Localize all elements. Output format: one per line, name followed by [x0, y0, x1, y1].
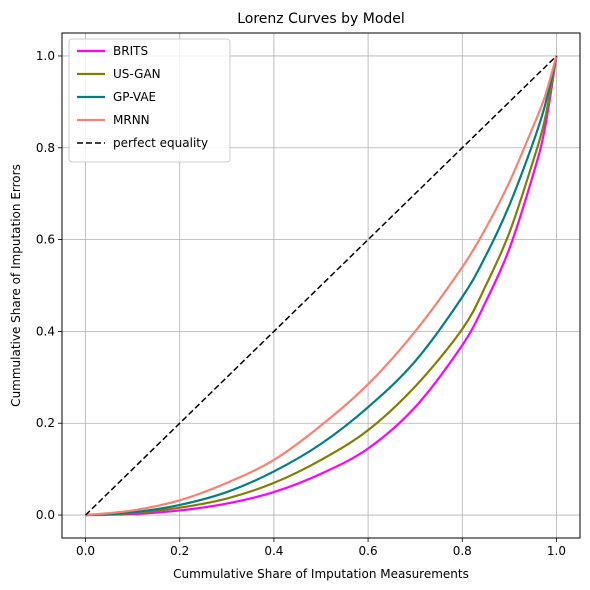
series-lines — [85, 55, 558, 517]
x-tick-label: 0.0 — [76, 544, 95, 558]
legend: BRITS US-GAN GP-VAE MRNN perfect equality — [68, 38, 231, 163]
legend-box — [68, 38, 231, 163]
legend-label: GP-VAE — [113, 90, 156, 104]
x-tick-label: 0.2 — [170, 544, 189, 558]
series-line-brits — [85, 55, 558, 517]
chart-title: Lorenz Curves by Model — [237, 11, 405, 27]
y-axis-label: Cummulative Share of Imputation Errors — [9, 164, 23, 407]
y-tick-label: 0.0 — [36, 508, 55, 522]
x-tick-label: 0.4 — [264, 544, 283, 558]
series-line-gp-vae — [85, 55, 558, 517]
legend-label: BRITS — [113, 44, 148, 58]
x-axis-label: Cummulative Share of Imputation Measurem… — [173, 567, 469, 581]
series-line-perfect-equality — [85, 55, 557, 516]
y-axis-ticks: 0.0 0.2 0.4 0.6 0.8 1.0 — [36, 49, 62, 522]
legend-label: perfect equality — [113, 136, 208, 150]
y-tick-label: 0.6 — [36, 233, 55, 247]
x-tick-label: 0.6 — [359, 544, 378, 558]
series-line-us-gan — [85, 55, 558, 517]
x-axis-ticks: 0.0 0.2 0.4 0.6 0.8 1.0 — [76, 538, 566, 558]
legend-label: US-GAN — [113, 67, 161, 81]
y-tick-label: 0.8 — [36, 141, 55, 155]
x-tick-label: 0.8 — [453, 544, 472, 558]
legend-label: MRNN — [113, 113, 150, 127]
y-tick-label: 1.0 — [36, 49, 55, 63]
series-line-mrnn — [85, 55, 558, 517]
y-tick-label: 0.4 — [36, 324, 55, 338]
x-tick-label: 1.0 — [547, 544, 566, 558]
plot-frame — [61, 32, 581, 539]
y-tick-label: 0.2 — [36, 416, 55, 430]
